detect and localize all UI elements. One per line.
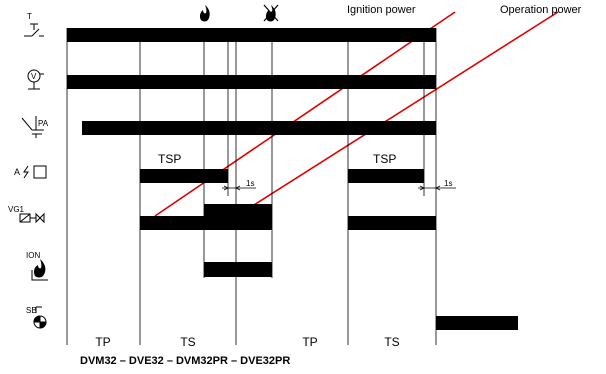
- lockout-lamp-icon: [33, 306, 47, 329]
- ionisation-label: ION: [26, 251, 40, 260]
- fan-motor-icon: [27, 69, 44, 90]
- delay-label-2: 1s: [444, 179, 452, 188]
- tsp-label-2: TSP: [373, 152, 396, 166]
- fan-label: V: [31, 72, 37, 81]
- signal-bars: [67, 28, 518, 330]
- phase-label-2: TS: [180, 335, 195, 349]
- ignition-spark-icon: [23, 165, 47, 179]
- gas-valve-icon: [19, 212, 45, 224]
- bar-pressure-switch: [82, 121, 436, 135]
- bar-gas-valve-1-raised: [204, 204, 272, 218]
- delay-marker-2: [418, 185, 456, 191]
- thermostat-switch-icon: [24, 23, 44, 37]
- flame-ionisation-icon: [31, 259, 48, 281]
- bar-ignition-2: [348, 169, 424, 183]
- pressure-switch-icon: [21, 116, 44, 138]
- tsp-label-1: TSP: [158, 152, 181, 166]
- flame-icon: [199, 5, 210, 22]
- bar-fan: [67, 75, 436, 89]
- thermostat-label: T: [27, 12, 32, 21]
- ignition-power-line: [154, 11, 456, 217]
- footer-models: DVM32 – DVE32 – DVM32PR – DVE32PR: [80, 355, 290, 367]
- delay-marker-1: [222, 185, 256, 191]
- bar-ionisation: [204, 262, 272, 277]
- bar-gas-valve-1: [140, 216, 272, 230]
- bar-thermostat: [67, 28, 436, 42]
- gas-valve-label: VG1: [8, 205, 25, 214]
- flame-crossed-icon: [263, 4, 279, 22]
- bar-safety-block: [436, 316, 518, 330]
- phase-label-3: TP: [302, 335, 317, 349]
- pressure-switch-label: PA: [38, 119, 49, 128]
- operation-power-label: Operation power: [500, 4, 582, 16]
- ignition-power-label: Ignition power: [347, 4, 416, 16]
- bar-ignition-1: [140, 169, 228, 183]
- operation-power-line: [234, 11, 559, 218]
- phase-label-1: TP: [95, 335, 110, 349]
- delay-label-1: 1s: [246, 179, 254, 188]
- bar-gas-valve-2: [348, 216, 436, 230]
- phase-label-4: TS: [384, 335, 399, 349]
- safety-block-label: SB: [26, 306, 37, 315]
- ignition-transformer-label: A: [14, 167, 20, 177]
